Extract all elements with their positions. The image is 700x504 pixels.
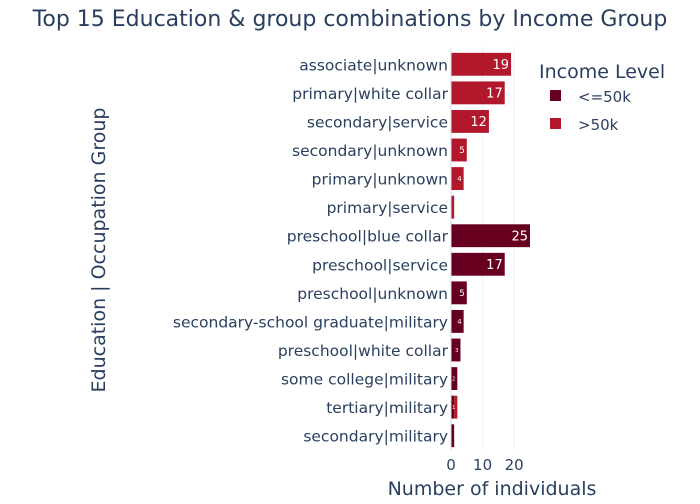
bar-value-label: 4 [457, 318, 462, 326]
category-tick-label: secondary-school graduate|military [173, 313, 448, 331]
bar-value-label: 12 [470, 115, 487, 130]
category-tick-label: primary|service [327, 199, 448, 217]
bar-value-label: 2 [452, 376, 455, 382]
category-tick-label: associate|unknown [299, 56, 448, 74]
category-tick-label: secondary|service [307, 113, 448, 131]
bar-gt50k[interactable] [451, 138, 467, 162]
bar-gt50k[interactable] [451, 110, 489, 133]
chart-title: Top 15 Education & group combinations by… [32, 7, 668, 32]
grid-layer [482, 46, 515, 450]
bar-gt50k[interactable] [451, 52, 512, 76]
category-tick-label: preschool|white collar [278, 342, 449, 360]
bar-le50k[interactable] [451, 310, 464, 333]
category-tick-label: tertiary|military [326, 399, 448, 417]
bar-le50k[interactable] [451, 252, 505, 276]
bar-layer [451, 52, 530, 448]
legend-label-gt50k: >50k [578, 116, 619, 134]
bar-le50k[interactable] [451, 424, 455, 448]
x-tick-label: 10 [473, 456, 492, 474]
bar-gt50k[interactable] [451, 167, 464, 190]
legend-title: Income Level [539, 61, 665, 83]
category-tick-label: some college|military [281, 371, 448, 389]
legend-item-le50k[interactable]: <=50k [550, 88, 631, 106]
x-tick-label: 0 [446, 456, 456, 474]
bar-value-label: 4 [457, 175, 462, 183]
bar-value-label: 25 [511, 229, 528, 244]
bar-le50k[interactable] [451, 395, 455, 419]
bar-value-label: 17 [486, 86, 503, 101]
legend-swatch-gt50k [550, 118, 561, 129]
legend: Income Level <=50k >50k [539, 61, 665, 134]
bar-value-label: 19 [492, 58, 509, 73]
bar-le50k[interactable] [451, 367, 458, 390]
category-tick-label: secondary|military [303, 428, 448, 446]
x-axis-title: Number of individuals [388, 478, 597, 500]
bar-gt50k[interactable] [454, 395, 458, 419]
category-tick-label: preschool|service [312, 256, 448, 274]
legend-item-gt50k[interactable]: >50k [550, 116, 619, 134]
bar-value-label: 1 [452, 405, 455, 411]
bar-value-label: 17 [486, 258, 503, 273]
category-tick-label: secondary|unknown [292, 142, 448, 160]
bar-le50k[interactable] [451, 224, 530, 248]
bar-le50k[interactable] [451, 338, 461, 362]
category-tick-label: primary|unknown [312, 171, 448, 189]
bar-value-label: 3 [455, 348, 458, 354]
legend-swatch-le50k [550, 90, 561, 101]
category-tick-label: preschool|unknown [297, 285, 448, 303]
x-tick-layer: 0 10 20 [446, 456, 524, 474]
category-tick-label: preschool|blue collar [287, 228, 449, 246]
category-tick-label: primary|white collar [292, 85, 448, 103]
x-tick-label: 20 [505, 456, 524, 474]
bar-le50k[interactable] [451, 281, 467, 305]
bar-value-label: 5 [459, 289, 465, 299]
legend-label-le50k: <=50k [578, 88, 631, 106]
bar-value-label: 5 [459, 146, 465, 156]
y-axis-title: Education | Occupation Group [88, 108, 110, 393]
category-tick-layer: associate|unknown primary|white collar sec… [173, 56, 449, 445]
bar-gt50k[interactable] [451, 81, 505, 105]
bar-gt50k[interactable] [451, 195, 455, 219]
